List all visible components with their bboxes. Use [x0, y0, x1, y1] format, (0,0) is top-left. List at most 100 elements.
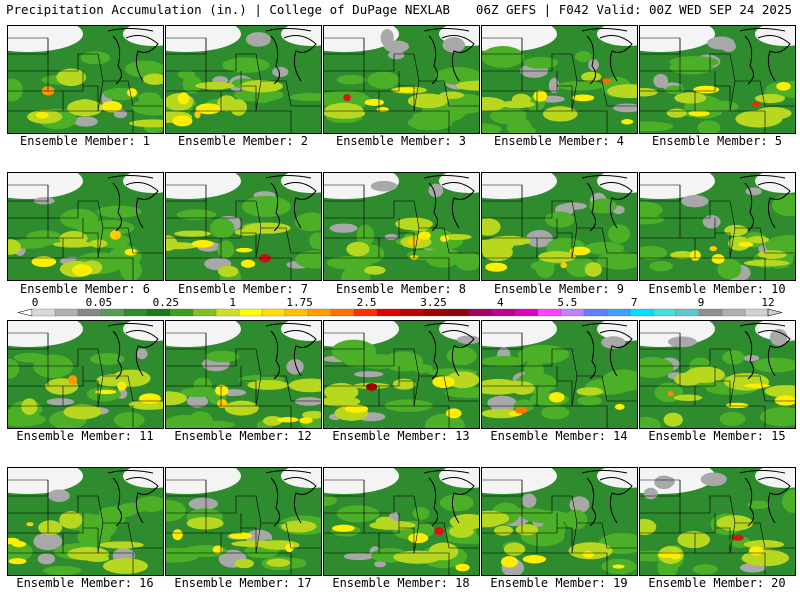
state-border	[205, 38, 256, 72]
state-border	[679, 480, 730, 514]
max-precip-area	[560, 262, 568, 269]
great-lakes-outline	[423, 323, 470, 327]
heavy-precip-area	[324, 396, 361, 407]
colorbar-bin	[652, 308, 677, 317]
ensemble-member-label: Ensemble Member: 7	[177, 282, 309, 296]
heavy-precip-area	[743, 259, 790, 267]
great-lakes-outline	[428, 477, 438, 527]
run-info: 06Z GEFS | F042 Valid: 00Z WED SEP 24 20…	[475, 2, 792, 17]
great-lakes-outline	[586, 477, 596, 527]
very-heavy-precip-area	[138, 393, 161, 404]
great-lakes-outline	[739, 323, 786, 327]
great-lakes-outline	[283, 35, 317, 82]
moderate-precip-area	[752, 357, 795, 373]
light-precip-area	[48, 489, 70, 503]
precip-map	[166, 173, 321, 280]
great-lakes-outline	[265, 323, 312, 327]
state-border	[221, 85, 257, 112]
colorbar-bin	[560, 308, 585, 317]
colorbar-bin	[514, 308, 539, 317]
state-border	[256, 405, 292, 428]
heavy-precip-area	[56, 68, 87, 87]
moderate-precip-area	[439, 494, 474, 512]
light-precip-area	[294, 397, 321, 406]
moderate-precip-area	[640, 416, 661, 428]
moderate-precip-area	[77, 525, 111, 549]
ensemble-member-label: Ensemble Member: 18	[332, 576, 470, 590]
dry-area	[166, 26, 241, 52]
colorbar-bin	[261, 308, 286, 317]
light-precip-area	[73, 116, 98, 127]
light-precip-area	[745, 187, 762, 196]
state-border	[521, 38, 572, 72]
light-precip-area	[601, 336, 626, 349]
heavy-precip-area	[515, 524, 539, 536]
very-heavy-precip-area	[229, 532, 253, 540]
moderate-precip-area	[8, 541, 33, 562]
dry-area	[8, 26, 83, 52]
precip-map	[482, 26, 637, 133]
state-border	[419, 227, 479, 254]
dry-area	[8, 468, 83, 494]
dry-area	[482, 173, 557, 199]
light-precip-area	[186, 394, 209, 408]
state-border	[8, 365, 49, 387]
colorbar-bin	[491, 308, 516, 317]
great-lakes-outline	[265, 470, 312, 474]
ensemble-member-label: Ensemble Member: 19	[490, 576, 628, 590]
heavy-precip-area	[482, 218, 501, 236]
state-border	[379, 527, 415, 554]
light-precip-area	[743, 354, 760, 362]
moderate-precip-area	[120, 258, 142, 280]
ensemble-member-label: Ensemble Member: 2	[177, 134, 309, 148]
precip-map	[640, 26, 795, 133]
ensemble-member-label: Ensemble Member: 1	[19, 134, 151, 148]
very-heavy-precip-area	[621, 119, 634, 125]
colorbar-bin	[284, 308, 309, 317]
heavy-precip-area	[302, 410, 321, 419]
moderate-precip-area	[124, 60, 163, 78]
ensemble-member-label: Ensemble Member: 13	[332, 429, 470, 443]
precip-map	[482, 173, 637, 280]
moderate-precip-area	[166, 499, 187, 522]
state-border	[695, 380, 731, 407]
moderate-precip-area	[176, 209, 217, 221]
great-lakes-outline	[739, 470, 786, 474]
great-lakes-outline	[581, 323, 628, 327]
moderate-precip-area	[135, 496, 163, 512]
state-border	[730, 257, 766, 280]
moderate-precip-area	[358, 354, 400, 369]
precip-map	[482, 468, 637, 575]
ensemble-member-label: Ensemble Member: 12	[174, 429, 312, 443]
state-border	[577, 522, 637, 549]
very-heavy-precip-area	[485, 262, 505, 272]
dry-area	[640, 26, 715, 52]
state-border	[47, 333, 98, 367]
very-heavy-precip-area	[344, 404, 369, 414]
heavy-precip-area	[503, 542, 526, 556]
state-border	[537, 380, 573, 407]
state-border	[261, 375, 321, 402]
light-precip-area	[643, 487, 658, 500]
colorbar-tick-label: 0	[31, 296, 39, 309]
very-heavy-precip-area	[8, 558, 27, 565]
state-border	[63, 527, 99, 554]
ensemble-member-label: Ensemble Member: 16	[16, 576, 154, 590]
light-precip-area	[388, 50, 405, 60]
heavy-precip-area	[568, 542, 613, 560]
very-heavy-precip-area	[394, 87, 416, 93]
moderate-precip-area	[482, 46, 525, 68]
heavy-precip-area	[724, 224, 748, 237]
heavy-precip-area	[67, 99, 104, 117]
heavy-precip-area	[584, 262, 602, 277]
great-lakes-outline	[581, 470, 628, 474]
state-border	[47, 480, 98, 514]
great-lakes-outline	[581, 175, 628, 179]
great-lakes-outline	[283, 182, 317, 229]
moderate-precip-area	[717, 258, 742, 280]
light-precip-area	[46, 398, 75, 406]
moderate-precip-area	[193, 377, 213, 394]
dry-area	[324, 26, 399, 52]
state-border	[48, 513, 84, 534]
moderate-precip-area	[295, 250, 321, 269]
